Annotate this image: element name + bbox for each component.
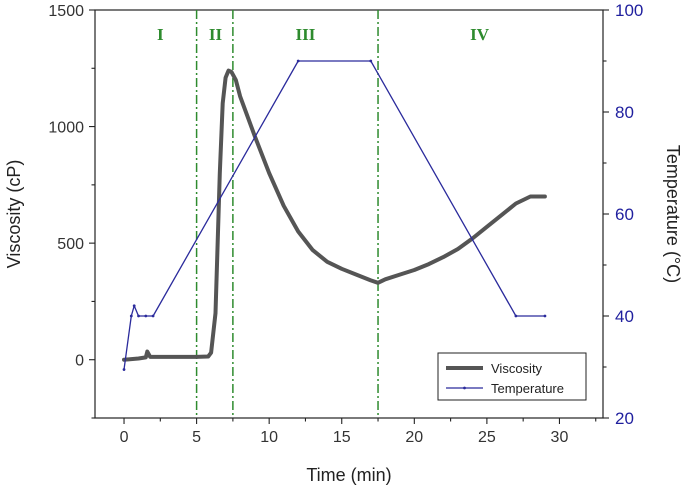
region-label: I: [157, 25, 164, 44]
x-tick-label: 5: [192, 429, 201, 446]
legend-label-viscosity: Viscosity: [491, 361, 543, 376]
legend-marker-temperature: [463, 386, 466, 390]
y-right-tick-label: 80: [615, 103, 634, 122]
axis-ticks: [89, 9, 609, 424]
y-left-tick-label: 1000: [48, 120, 84, 137]
x-tick-label: 30: [551, 429, 569, 446]
y-left-tick-label: 1500: [48, 3, 84, 20]
legend-label-temperature: Temperature: [491, 381, 564, 396]
y-right-tick-label: 60: [615, 205, 634, 224]
series-lines: [122, 59, 547, 371]
temperature-data-point: [151, 314, 155, 318]
temperature-data-point: [514, 314, 518, 318]
y-right-tick-label: 40: [615, 307, 634, 326]
temperature-data-point: [369, 59, 373, 63]
temperature-data-point: [296, 59, 300, 63]
legend: Viscosity Temperature: [437, 352, 587, 401]
temperature-data-point: [129, 314, 133, 318]
y-axis-right-title: Temperature (°C): [663, 145, 683, 283]
y-right-tick-label: 100: [615, 1, 643, 20]
temperature-series-line: [123, 60, 546, 371]
x-tick-label: 10: [260, 429, 278, 446]
y-axis-left-title: Viscosity (cP): [4, 160, 24, 269]
temperature-data-point: [144, 314, 148, 318]
region-label: III: [296, 25, 316, 44]
y-left-tick-label: 0: [75, 353, 84, 370]
y-left-tick-label: 500: [57, 236, 84, 253]
x-tick-label: 25: [478, 429, 496, 446]
y-right-tick-label: 20: [615, 409, 634, 428]
region-label: IV: [470, 25, 490, 44]
x-tick-label: 0: [120, 429, 129, 446]
temperature-data-point: [543, 314, 547, 318]
temperature-data-point: [137, 314, 140, 318]
viscosity-series-line: [122, 68, 547, 362]
axis-tick-labels: 0 5 10 15 20 25 30 0 500 1000 1500 20 40 60 80 100: [48, 1, 643, 446]
x-tick-label: 15: [333, 429, 351, 446]
region-labels: I II III IV: [157, 25, 490, 44]
temperature-data-point: [132, 304, 136, 308]
x-tick-label: 20: [405, 429, 423, 446]
x-axis-title: Time (min): [306, 465, 391, 485]
legend-box: [437, 352, 587, 401]
temperature-data-point: [122, 368, 126, 371]
region-label: II: [209, 25, 223, 44]
